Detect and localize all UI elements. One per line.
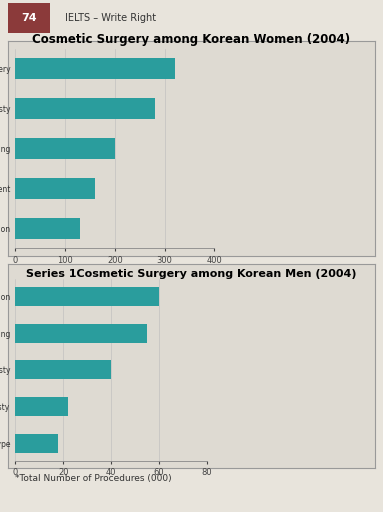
Text: Cosmetic Surgery among Korean Women (2004): Cosmetic Surgery among Korean Women (200…: [33, 33, 350, 46]
Text: Series 1Cosmetic Surgery among Korean Men (2004): Series 1Cosmetic Surgery among Korean Me…: [26, 269, 357, 279]
Text: IELTS – Write Right: IELTS – Write Right: [65, 13, 156, 23]
Bar: [15, 218, 80, 239]
Bar: [15, 287, 159, 306]
Bar: [15, 434, 59, 453]
Text: 74: 74: [21, 13, 36, 23]
Bar: [15, 397, 68, 416]
FancyBboxPatch shape: [8, 3, 50, 33]
Bar: [15, 324, 147, 343]
Bar: [15, 58, 175, 79]
Bar: [15, 178, 95, 199]
Bar: [15, 98, 155, 119]
Bar: [15, 360, 111, 379]
Bar: [15, 138, 115, 159]
Text: *Total Number of Procedures (000): *Total Number of Procedures (000): [15, 474, 172, 483]
